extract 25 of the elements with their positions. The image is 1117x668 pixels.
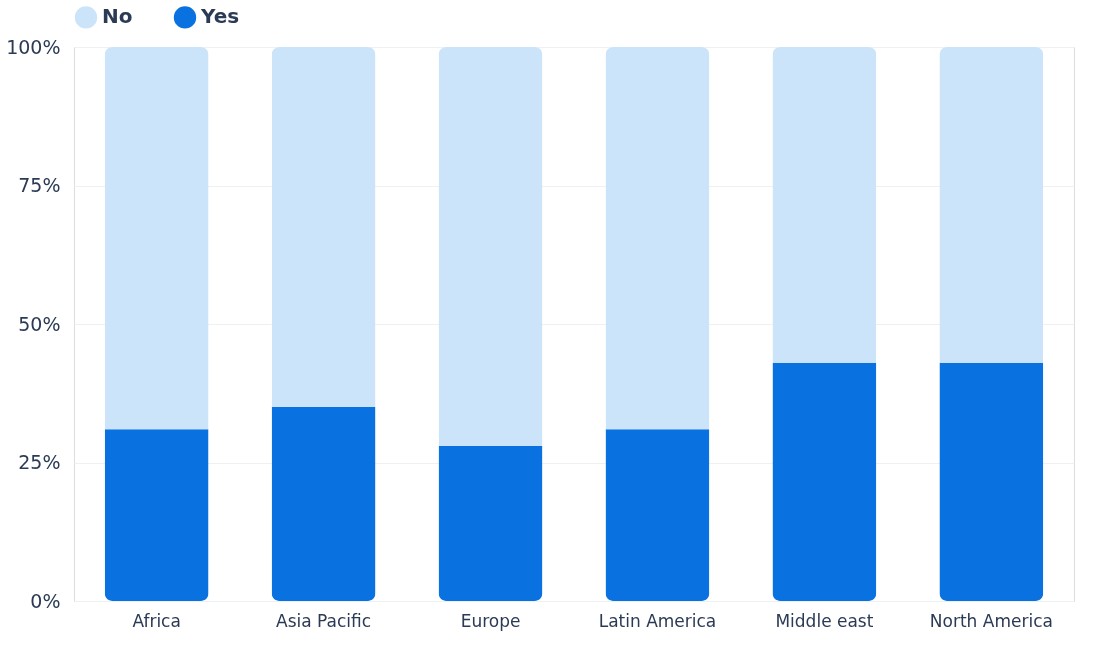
x-tick-label: Latin America (598, 610, 717, 631)
bar (772, 47, 877, 363)
x-tick-label: Middle east (775, 610, 874, 631)
x-tick-label: Asia Pacific (276, 610, 372, 631)
bar (104, 47, 209, 430)
bar (271, 407, 376, 601)
y-tick-label: 25% (18, 451, 61, 473)
bar (438, 47, 543, 446)
legend-label: No (102, 4, 133, 29)
bar (104, 429, 209, 601)
x-tick-label: Europe (460, 610, 521, 631)
x-tick-label: North America (929, 610, 1053, 631)
bar (605, 47, 710, 430)
y-tick-label: 100% (6, 35, 61, 58)
bar (772, 362, 877, 601)
bar (271, 47, 376, 408)
y-tick-label: 75% (18, 174, 61, 196)
bar (939, 47, 1044, 363)
bar (939, 362, 1044, 601)
y-tick-label: 50% (18, 312, 61, 335)
bar (438, 445, 543, 601)
bar (605, 429, 710, 601)
legend-label: Yes (200, 4, 240, 29)
y-tick-label: 0% (30, 589, 61, 612)
x-tick-label: Africa (132, 610, 181, 631)
